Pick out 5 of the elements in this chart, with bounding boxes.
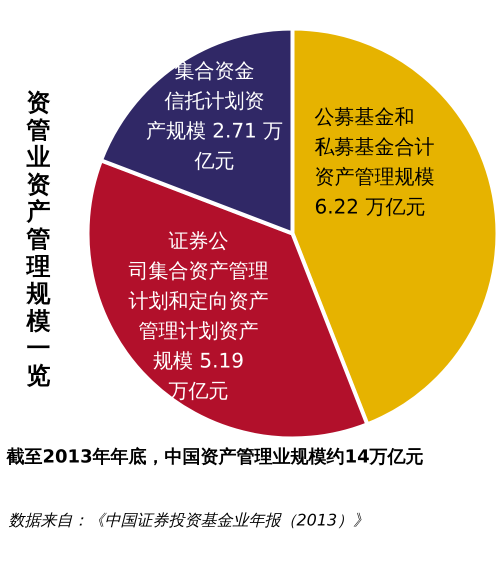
text: 数据来自：《中国证券投资基金业年报（2013）》 xyxy=(8,510,370,530)
data-label: 6.22 万亿元 xyxy=(314,194,426,218)
chart-title: 资管业资产管理规模一览 xyxy=(26,88,50,390)
text: 截至2013年年底，中国资产管理业规模约14万亿元 xyxy=(6,446,424,468)
slice-label: 公募基金和私募基金合计资产管理规模 xyxy=(314,104,434,188)
